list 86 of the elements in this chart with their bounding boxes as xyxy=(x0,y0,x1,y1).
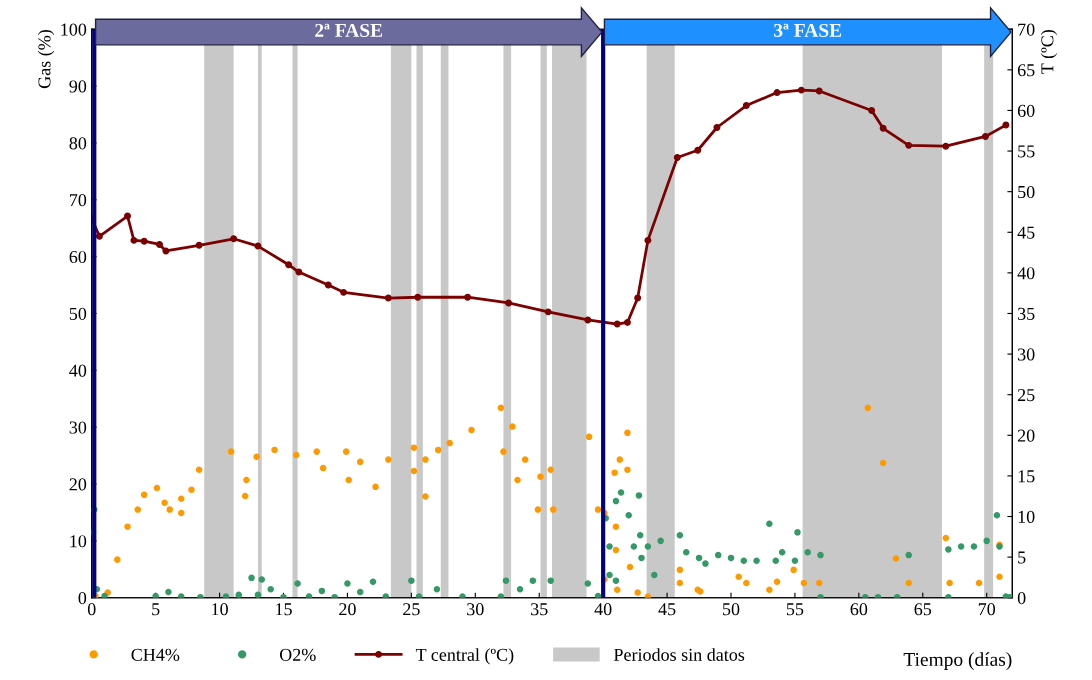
point xyxy=(815,87,823,95)
y2-tick-label: 10 xyxy=(1018,510,1035,523)
x-tick-label: 45 xyxy=(658,603,676,616)
point xyxy=(544,308,552,316)
point xyxy=(505,299,513,307)
y-tick-label: 90 xyxy=(69,80,87,93)
x-tick-label: 35 xyxy=(531,603,548,616)
y-tick-label: 50 xyxy=(69,307,87,320)
legend-label: O2% xyxy=(279,648,316,661)
point xyxy=(742,102,750,110)
legend-label: Periodos sin datos xyxy=(613,648,745,661)
y-tick-label: 0 xyxy=(78,591,87,605)
point xyxy=(981,132,989,140)
point xyxy=(295,268,303,276)
y-tick-label: 80 xyxy=(69,137,87,150)
point xyxy=(673,154,681,162)
y-tick-label: 30 xyxy=(69,421,87,434)
x-tick-label: 70 xyxy=(978,603,996,616)
y2-tick-label: 40 xyxy=(1017,267,1035,280)
point xyxy=(797,86,805,94)
y-tick-label: 100 xyxy=(61,23,87,36)
legend-label: T central (ºC) xyxy=(415,648,514,665)
x-tick-label: 60 xyxy=(850,603,868,616)
y-tick-label: 40 xyxy=(69,364,87,377)
point xyxy=(905,141,913,149)
x-tick-label: 65 xyxy=(914,603,932,616)
x-tick-label: 40 xyxy=(594,603,612,616)
y2-tick-label: 50 xyxy=(1018,185,1035,199)
x-tick-label: 20 xyxy=(339,603,356,616)
point xyxy=(464,293,472,301)
y2-tick-label: 30 xyxy=(1018,348,1035,361)
point xyxy=(613,320,621,328)
y-tick-label: 60 xyxy=(69,250,87,264)
point xyxy=(95,232,103,240)
point xyxy=(694,146,702,154)
legend-label: CH4% xyxy=(131,648,180,661)
x-tick-label: 25 xyxy=(403,603,420,616)
y-tick-label: 20 xyxy=(69,478,87,491)
annotation: 2ª FASE xyxy=(315,23,383,37)
y2-tick-label: 35 xyxy=(1018,307,1035,320)
y2-tick-label: 5 xyxy=(1018,551,1026,564)
point xyxy=(195,241,203,249)
point xyxy=(230,235,238,243)
x-tick-label: 10 xyxy=(212,603,228,616)
y-tick-label: 10 xyxy=(70,535,87,548)
x-tick-label: 55 xyxy=(786,603,804,616)
x-axis-title: Tiempo (días) xyxy=(903,652,1012,670)
point xyxy=(130,236,138,244)
point xyxy=(773,89,781,97)
point xyxy=(140,237,148,245)
y2-tick-label: 70 xyxy=(1018,23,1035,36)
x-tick-label: 30 xyxy=(467,603,484,616)
point xyxy=(644,236,652,244)
point xyxy=(162,247,170,255)
y2-tick-label: 55 xyxy=(1018,145,1035,158)
point xyxy=(1002,121,1010,129)
annotation: 3ª FASE xyxy=(774,23,842,37)
y2-tick-label: 45 xyxy=(1017,226,1035,239)
x-tick-label: 15 xyxy=(276,603,292,616)
point xyxy=(156,240,163,248)
point xyxy=(384,294,392,302)
y2-tick-label: 65 xyxy=(1017,64,1035,77)
y2-tick-label: 20 xyxy=(1017,429,1035,442)
point xyxy=(340,288,348,296)
point xyxy=(584,316,592,324)
point xyxy=(124,212,132,220)
point xyxy=(713,124,721,131)
point xyxy=(623,318,631,326)
x-tick-label: 50 xyxy=(723,603,740,616)
point xyxy=(868,106,876,114)
point xyxy=(414,293,422,301)
x-tick-label: 0 xyxy=(87,603,96,616)
y-axis-title: Gas (%) xyxy=(37,30,55,89)
y2-axis-title: T (ºC) xyxy=(1040,30,1058,74)
point xyxy=(324,281,332,289)
y-tick-label: 70 xyxy=(70,194,87,207)
point xyxy=(879,124,887,132)
y2-tick-label: 25 xyxy=(1017,389,1035,402)
y2-tick-label: 0 xyxy=(1017,591,1026,605)
point xyxy=(942,142,950,150)
point xyxy=(634,294,642,302)
point xyxy=(285,261,293,269)
y2-tick-label: 15 xyxy=(1018,470,1035,483)
point xyxy=(254,242,262,250)
y2-tick-label: 60 xyxy=(1017,104,1035,117)
x-tick-label: 5 xyxy=(152,603,160,616)
